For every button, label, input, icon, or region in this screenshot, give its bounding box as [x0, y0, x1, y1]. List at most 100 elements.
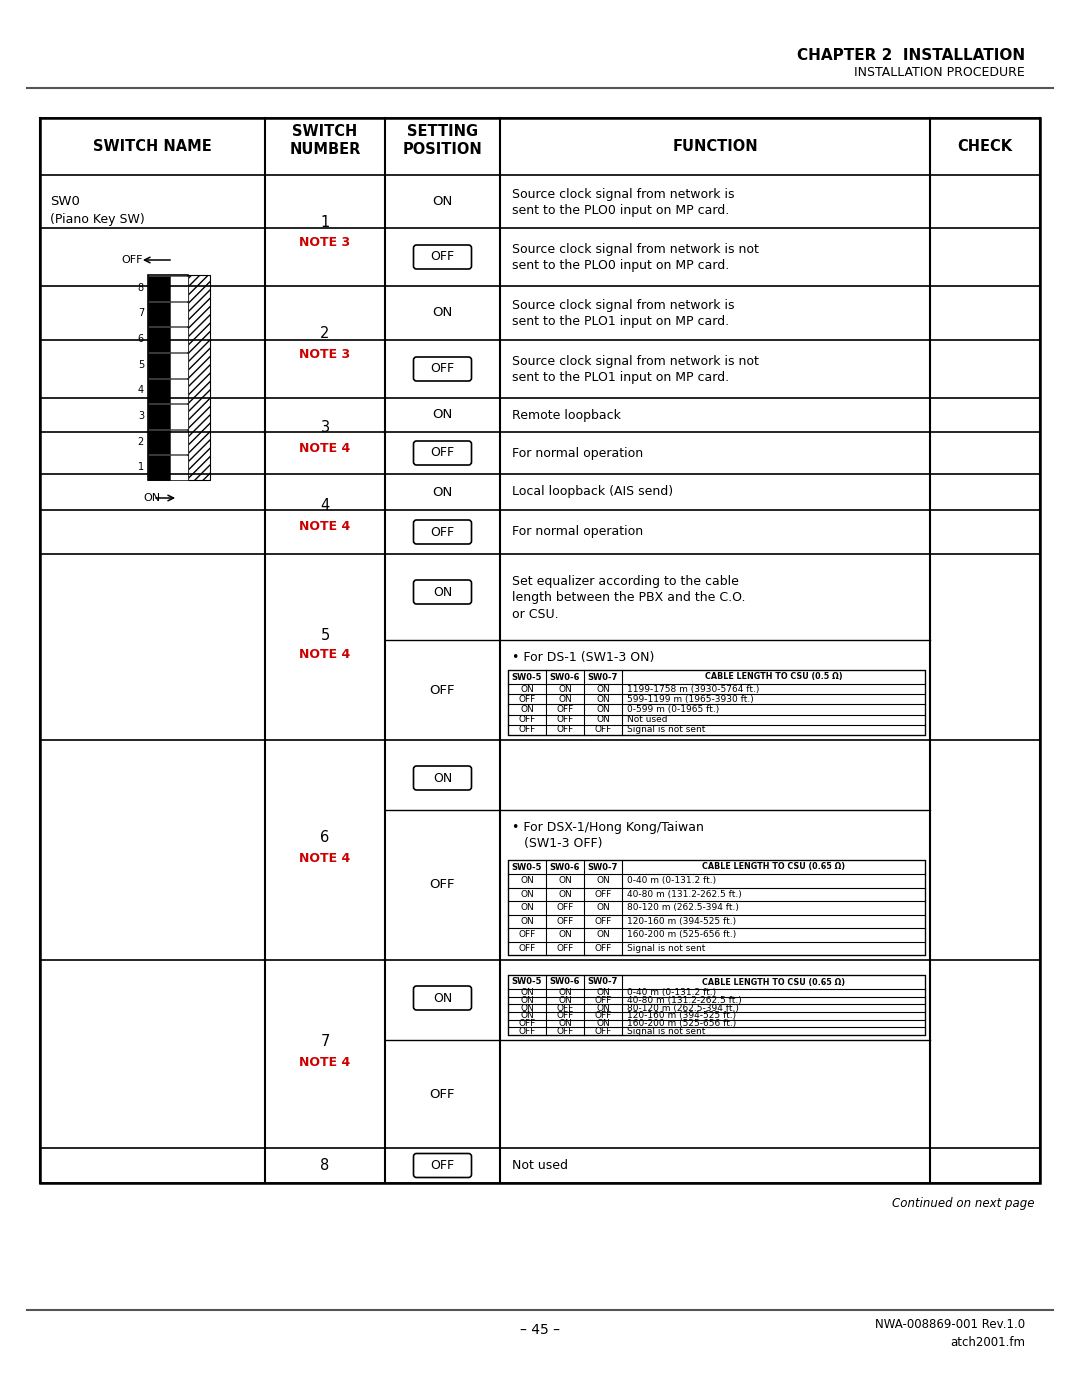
Text: ON: ON: [521, 988, 534, 997]
Bar: [148, 353, 170, 377]
Text: ON: ON: [521, 876, 534, 886]
Text: ON: ON: [596, 876, 610, 886]
FancyBboxPatch shape: [414, 986, 472, 1010]
Text: OFF: OFF: [556, 1003, 573, 1013]
Text: (SW1-3 OFF): (SW1-3 OFF): [524, 837, 603, 851]
FancyBboxPatch shape: [414, 1154, 472, 1178]
Text: 6: 6: [138, 334, 144, 344]
Bar: [40, 117, 1040, 1183]
Text: ON: ON: [521, 685, 534, 693]
Text: 6: 6: [321, 830, 329, 845]
Text: OFF: OFF: [431, 447, 455, 460]
Text: Remote loopback: Remote loopback: [512, 408, 621, 422]
Text: OFF: OFF: [556, 944, 573, 953]
Text: ON: ON: [596, 1003, 610, 1013]
Text: 160-200 m (525-656 ft.): 160-200 m (525-656 ft.): [627, 930, 737, 939]
Text: Signal is not sent: Signal is not sent: [627, 944, 705, 953]
FancyBboxPatch shape: [414, 358, 472, 381]
Bar: [170, 455, 188, 481]
Text: CHAPTER 2  INSTALLATION: CHAPTER 2 INSTALLATION: [797, 47, 1025, 63]
Text: (Piano Key SW): (Piano Key SW): [50, 212, 145, 226]
Text: OFF: OFF: [431, 362, 455, 376]
Text: OFF: OFF: [556, 904, 573, 912]
Text: 80-120 m (262.5-394 ft.): 80-120 m (262.5-394 ft.): [627, 1003, 739, 1013]
Bar: [508, 861, 924, 956]
Text: 1199-1758 m (3930-5764 ft.): 1199-1758 m (3930-5764 ft.): [627, 685, 759, 693]
Text: CABLE LENGTH TO CSU (0.5 Ω): CABLE LENGTH TO CSU (0.5 Ω): [704, 672, 842, 682]
Text: OFF: OFF: [518, 930, 536, 939]
Bar: [170, 379, 188, 404]
Bar: [148, 327, 170, 352]
Text: – 45 –: – 45 –: [519, 1323, 561, 1337]
Bar: [148, 302, 170, 327]
Text: CABLE LENGTH TO CSU (0.65 Ω): CABLE LENGTH TO CSU (0.65 Ω): [702, 862, 845, 872]
Bar: [148, 404, 170, 429]
Text: OFF: OFF: [556, 916, 573, 926]
Text: Source clock signal from network is not: Source clock signal from network is not: [512, 243, 759, 257]
Text: ON: ON: [521, 890, 534, 898]
Text: SW0-5: SW0-5: [512, 672, 542, 682]
FancyBboxPatch shape: [414, 441, 472, 465]
Text: NOTE 4: NOTE 4: [299, 852, 351, 865]
Text: 40-80 m (131.2-262.5 ft.): 40-80 m (131.2-262.5 ft.): [627, 996, 742, 1004]
Text: ON: ON: [521, 904, 534, 912]
FancyBboxPatch shape: [414, 580, 472, 604]
Text: 8: 8: [138, 282, 144, 293]
Text: ON: ON: [596, 694, 610, 704]
Text: Not used: Not used: [512, 1160, 568, 1172]
Text: Continued on next page: Continued on next page: [892, 1196, 1035, 1210]
Text: ON: ON: [433, 992, 453, 1004]
Text: Set equalizer according to the cable: Set equalizer according to the cable: [512, 576, 739, 588]
Text: OFF: OFF: [518, 944, 536, 953]
Bar: [170, 277, 188, 300]
Text: OFF: OFF: [121, 256, 143, 265]
Bar: [170, 430, 188, 454]
Text: • For DS-1 (SW1-3 ON): • For DS-1 (SW1-3 ON): [512, 651, 654, 664]
Text: OFF: OFF: [518, 694, 536, 704]
Text: 0-40 m (0-131.2 ft.): 0-40 m (0-131.2 ft.): [627, 876, 716, 886]
Text: NOTE 3: NOTE 3: [299, 236, 351, 249]
Text: 1: 1: [138, 462, 144, 472]
Text: OFF: OFF: [430, 683, 456, 697]
Text: SWITCH NAME: SWITCH NAME: [93, 138, 212, 154]
Text: ON: ON: [521, 916, 534, 926]
Bar: [170, 404, 188, 429]
Text: Source clock signal from network is: Source clock signal from network is: [512, 189, 734, 201]
Text: SW0-6: SW0-6: [550, 978, 580, 986]
Text: sent to the PLO0 input on MP card.: sent to the PLO0 input on MP card.: [512, 260, 729, 272]
Text: OFF: OFF: [594, 944, 611, 953]
Text: ON: ON: [558, 1018, 572, 1028]
Text: CABLE LENGTH TO CSU (0.65 Ω): CABLE LENGTH TO CSU (0.65 Ω): [702, 978, 845, 986]
Bar: [188, 275, 210, 481]
Bar: [148, 275, 188, 481]
Text: SW0-7: SW0-7: [588, 672, 618, 682]
Text: ON: ON: [521, 1003, 534, 1013]
Bar: [508, 975, 924, 1035]
Text: OFF: OFF: [556, 1011, 573, 1020]
Bar: [148, 379, 170, 404]
Text: NOTE 4: NOTE 4: [299, 441, 351, 454]
Text: 160-200 m (525-656 ft.): 160-200 m (525-656 ft.): [627, 1018, 737, 1028]
Text: ON: ON: [558, 685, 572, 693]
Text: FUNCTION: FUNCTION: [672, 138, 758, 154]
Text: ON: ON: [521, 1011, 534, 1020]
Text: ON: ON: [596, 988, 610, 997]
Text: ON: ON: [432, 196, 453, 208]
Text: OFF: OFF: [556, 715, 573, 724]
FancyBboxPatch shape: [414, 766, 472, 789]
Text: Not used: Not used: [627, 715, 667, 724]
Bar: [508, 671, 924, 735]
Text: 80-120 m (262.5-394 ft.): 80-120 m (262.5-394 ft.): [627, 904, 739, 912]
Text: Source clock signal from network is not: Source clock signal from network is not: [512, 355, 759, 369]
Text: Source clock signal from network is: Source clock signal from network is: [512, 299, 734, 313]
Text: 1: 1: [321, 215, 329, 231]
Text: 40-80 m (131.2-262.5 ft.): 40-80 m (131.2-262.5 ft.): [627, 890, 742, 898]
Text: OFF: OFF: [594, 916, 611, 926]
Text: ON: ON: [596, 1018, 610, 1028]
Text: • For DSX-1/Hong Kong/Taiwan: • For DSX-1/Hong Kong/Taiwan: [512, 820, 704, 834]
Text: ON: ON: [521, 996, 534, 1004]
Text: OFF: OFF: [430, 1087, 456, 1101]
Text: SW0: SW0: [50, 196, 80, 208]
Text: For normal operation: For normal operation: [512, 447, 643, 460]
Text: ON: ON: [432, 486, 453, 499]
